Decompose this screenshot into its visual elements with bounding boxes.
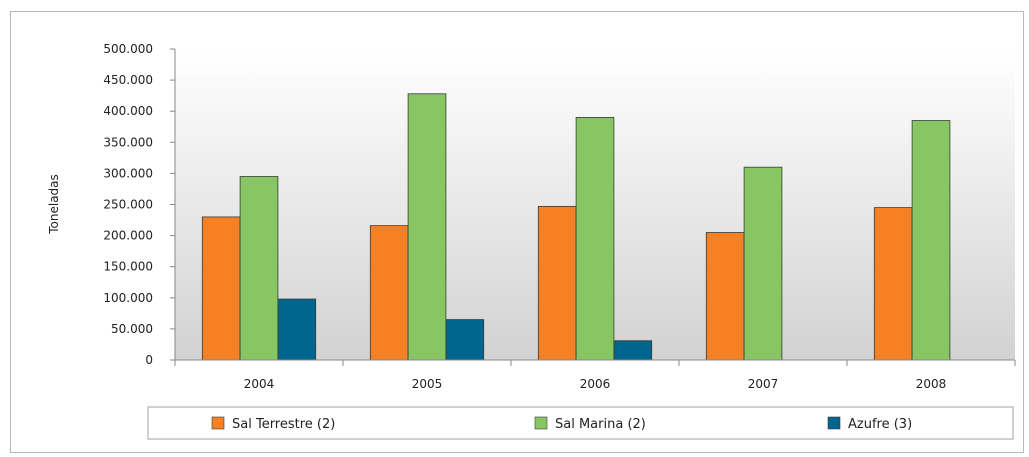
bar [407, 93, 447, 361]
x-axis: 2004 2005 2006 2007 2008 [174, 359, 1016, 391]
legend-label: Azufre (3) [848, 417, 912, 432]
bar [705, 232, 745, 361]
legend-swatch [534, 416, 548, 430]
y-tick-label: 500.000 [103, 42, 153, 56]
legend: Sal Terrestre (2) Sal Marina (2) Azufre (3… [147, 406, 1014, 440]
y-tick-label: 100.000 [103, 291, 153, 305]
x-tick-label: 2004 [244, 377, 275, 391]
bar [743, 166, 783, 361]
bar [277, 298, 317, 361]
y-axis-title: Toneladas [47, 174, 61, 235]
y-tick-label: 50.000 [111, 322, 153, 336]
y-tick-label: 400.000 [103, 104, 153, 118]
x-tick-label: 2006 [580, 377, 611, 391]
y-tick-label: 200.000 [103, 229, 153, 243]
bar [537, 205, 577, 361]
y-tick-label: 250.000 [103, 198, 153, 212]
y-tick-label: 450.000 [103, 73, 153, 87]
bars-group [201, 93, 951, 361]
legend-box [147, 406, 1014, 440]
y-tick-label: 350.000 [103, 135, 153, 149]
legend-label: Sal Terrestre (2) [232, 417, 335, 432]
x-tick-label: 2008 [916, 377, 947, 391]
bar [873, 207, 913, 361]
bar [445, 319, 485, 361]
legend-label: Sal Marina (2) [555, 417, 646, 432]
y-tick-label: 300.000 [103, 166, 153, 180]
y-tick-label: 150.000 [103, 260, 153, 274]
bar [575, 117, 615, 361]
y-axis: 0 50.000 100.000 150.000 200.000 250.000 300.0… [103, 42, 176, 367]
bar [201, 216, 241, 361]
y-tick-label: 0 [145, 353, 153, 367]
x-tick-label: 2005 [412, 377, 443, 391]
bar [239, 176, 279, 361]
legend-swatch [827, 416, 841, 430]
legend-swatch [211, 416, 225, 430]
bar [911, 120, 951, 361]
x-tick-label: 2007 [748, 377, 779, 391]
bar [613, 340, 653, 361]
bar [369, 225, 409, 361]
